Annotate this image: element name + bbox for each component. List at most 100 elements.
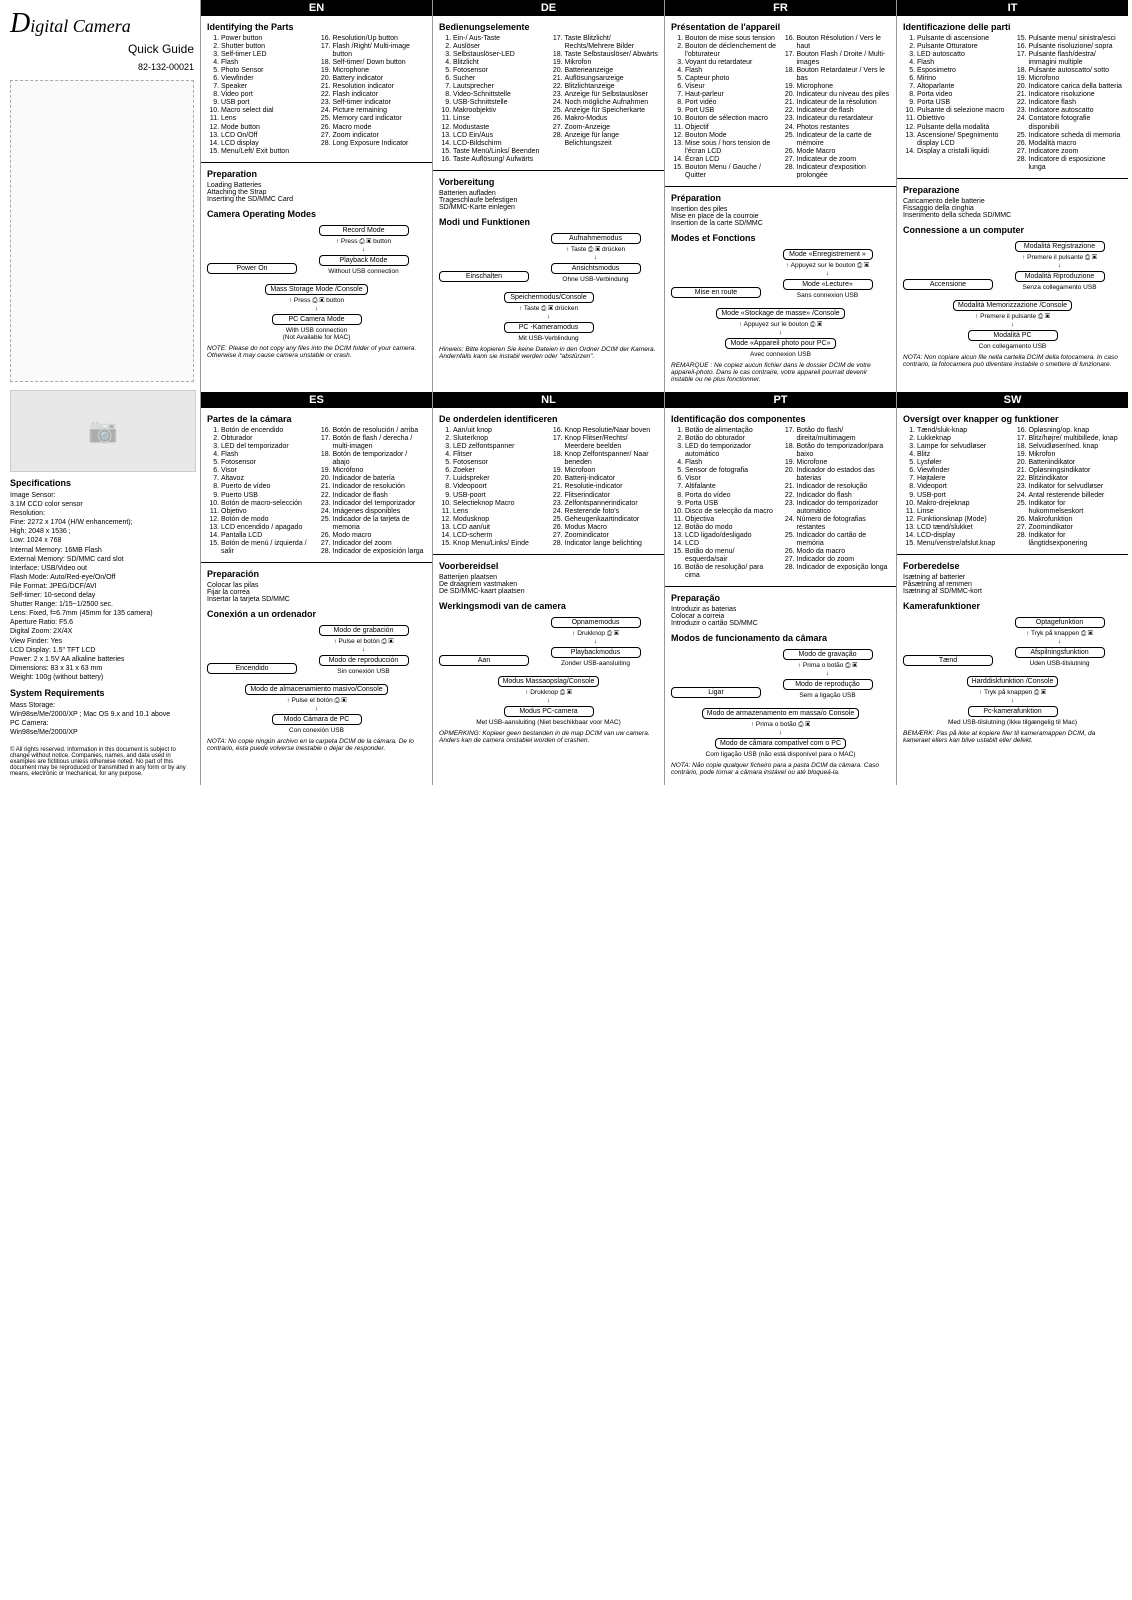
part-item: Botão de resolução/ para cima [685, 564, 779, 580]
part-item: Anzeige für lange Belichtungszeit [565, 132, 659, 148]
part-item: Resolution indicator [333, 83, 427, 91]
part-item: Botón de temporizador / abajo [333, 451, 427, 467]
part-item: Microphone [333, 67, 427, 75]
part-item: Pulsante Otturatore [917, 43, 1011, 51]
part-item: Indicador de resolución [333, 483, 427, 491]
spec-line: 3.1M CCD color sensor [10, 500, 194, 509]
part-item: Knop Flitser/Rechts/ Meerdere beelden [565, 435, 659, 451]
part-item: Aan/uit knop [453, 427, 547, 435]
part-item: Antal resterende billeder [1029, 492, 1123, 500]
part-item: Makro-Modus [565, 115, 659, 123]
part-item: Zoomindicator [565, 532, 659, 540]
spec-line: Low: 1024 x 768 [10, 536, 194, 545]
flow-withusb: Con collegamento USB [903, 343, 1122, 350]
modes-header: Camera Operating Modes [207, 209, 426, 219]
part-item: Zoeker [453, 467, 547, 475]
part-item: Botón de menú / izquierda / salir [221, 540, 315, 556]
product-title: Digital Camera [10, 8, 194, 40]
spec-line: Shutter Range: 1/15~1/2500 sec. [10, 600, 194, 609]
part-item: Pulsante autoscatto/ sotto [1029, 67, 1123, 75]
prep-item: Colocar las pilas [207, 582, 426, 589]
part-item: Capteur photo [685, 75, 779, 83]
parts-header: Identifying the Parts [207, 22, 426, 32]
part-item: Zelfontspannerindicator [565, 500, 659, 508]
flow-power: Mise en route [671, 287, 761, 298]
flow-pc: Mode «Appareil photo pour PC» [725, 338, 835, 349]
flow-press: ↑ Drukknop ⎙ ▣↓ [533, 630, 658, 645]
flow-diagram: TændOptagefunktion↑ Tryk på knappen ⎙ ▣↓… [903, 615, 1122, 726]
lang-header: PT [665, 392, 896, 408]
prep-item: Colocar a correia [671, 613, 890, 620]
part-item: Power button [221, 35, 315, 43]
part-item: Anzeige für Speicherkarte [565, 107, 659, 115]
part-item: Blitzlicht [453, 59, 547, 67]
part-item: Bouton Menu / Gauche / Quitter [685, 164, 779, 180]
part-item: Photo Sensor [221, 67, 315, 75]
specs-header: Specifications [10, 478, 194, 488]
lang-header: ES [201, 392, 432, 408]
specs-list: Image Sensor:3.1M CCD color sensorResolu… [10, 491, 194, 682]
part-item: Højtalere [917, 475, 1011, 483]
part-item: Makro-drejeknap [917, 500, 1011, 508]
part-item: Microphone [797, 83, 891, 91]
part-item: Videoport [917, 483, 1011, 491]
spec-line: Resolution: [10, 509, 194, 518]
part-item: Indicatore risoluzione [1029, 91, 1123, 99]
part-item: Bouton de sélection macro [685, 115, 779, 123]
prep-header: Voorbereidsel [439, 561, 658, 571]
part-item: Speaker [221, 83, 315, 91]
flow-diagram: LigarModo de gravação↑ Prima o botão ⎙ ▣… [671, 647, 890, 758]
flow-mass: Modo de almacenamiento masivo/Console [245, 684, 387, 695]
part-item: Self-timer/ Down button [333, 59, 427, 67]
subtitle: Quick Guide [10, 42, 194, 56]
parts-list-b: Botón de resolución / arribaBotón de fla… [319, 427, 427, 556]
left-column: Digital Camera Quick Guide 82-132-00021 … [0, 0, 200, 785]
part-item: Sluiterknop [453, 435, 547, 443]
page: Digital Camera Quick Guide 82-132-00021 … [0, 0, 1132, 785]
flow-pc: Modus PC-camera [504, 706, 594, 717]
flow-nousb: Sin conexión USB [301, 668, 426, 675]
part-item: Indikator for långtidsexponering [1029, 532, 1123, 548]
part-item: Anzeige für Selbstauslöser [565, 91, 659, 99]
part-item: Indicador del zoom [333, 540, 427, 548]
part-item: Flash [685, 459, 779, 467]
part-item: Porta USB [685, 500, 779, 508]
parts-columns: Ein-/ Aus-TasteAuslöserSelbstauslöser-LE… [439, 35, 658, 164]
part-item: LED zelfontspanner [453, 443, 547, 451]
prep-header: Preparação [671, 593, 890, 603]
flow-nousb: Ohne USB-Verbindung [533, 276, 658, 283]
lang-column-fr: FRPrésentation de l'appareilBouton de mi… [664, 0, 896, 392]
part-item: LCD-Bildschirm [453, 140, 547, 148]
part-item: Indicatore zoom [1029, 148, 1123, 156]
part-item: Porta video [917, 91, 1011, 99]
flow-pc: Modo Cámara de PC [272, 714, 362, 725]
flow-press2: ↑ Press ⎙ ▣ button↓ [207, 297, 426, 312]
divider [201, 162, 432, 163]
camera-photo [10, 390, 196, 472]
flow-withusb: Con conexión USB [207, 727, 426, 734]
note-text: Hinweis: Bitte kopieren Sie keine Dateie… [439, 346, 658, 360]
part-item: Blitz [917, 451, 1011, 459]
parts-list-b: Pulsante menu/ sinistra/esciPulsante ris… [1015, 35, 1123, 172]
prep-item: Insertar la tarjeta SD/MMC [207, 596, 426, 603]
part-item: Pulsante flash/destra/ immagini multiple [1029, 51, 1123, 67]
part-item: Indicador do estados das baterias [797, 467, 891, 483]
flow-withusb: Com ligação USB (não está disponível par… [671, 751, 890, 758]
part-item: Self-timer LED [221, 51, 315, 59]
flow-diagram: EinschaltenAufnahmemodus↑ Taste ⎙ ▣ drüc… [439, 231, 658, 342]
flow-mac: (Not Available for MAC) [207, 334, 426, 341]
flow-press: ↑ Taste ⎙ ▣ drücken↓ [533, 246, 658, 261]
note-text: NOTA: Non copiare alcun file nella carte… [903, 354, 1122, 368]
prep-item: Inserimento della scheda SD/MMC [903, 212, 1122, 219]
part-item: Objetivo [221, 508, 315, 516]
flow-playback: Afspilningsfunktion [1015, 647, 1105, 658]
divider [433, 170, 664, 171]
part-item: Lampe for selvudløser [917, 443, 1011, 451]
part-item: Indicateur de flash [797, 107, 891, 115]
modes-header: Kamerafunktioner [903, 601, 1122, 611]
parts-list-a: Botón de encendidoObturadorLED del tempo… [207, 427, 315, 556]
spec-line: Flash Mode: Auto/Red-eye/On/Off [10, 573, 194, 582]
flow-withusb: Avec connexion USB [671, 351, 890, 358]
part-item: Flash [685, 67, 779, 75]
flow-record: Optagefunktion [1015, 617, 1105, 628]
